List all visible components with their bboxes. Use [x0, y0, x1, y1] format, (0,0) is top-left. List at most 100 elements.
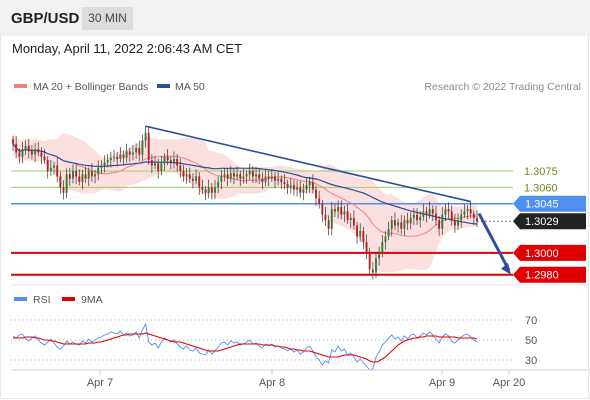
candle-body: [422, 211, 425, 217]
candle-body: [365, 241, 368, 253]
candle-body: [368, 252, 371, 270]
candle: [100, 160, 103, 174]
candle: [49, 160, 52, 176]
candle: [220, 169, 223, 189]
candle: [255, 167, 257, 184]
candle-body: [444, 209, 447, 215]
candle: [308, 176, 311, 193]
price-tag-pivot: [513, 195, 586, 212]
candle: [109, 151, 112, 168]
candlestick-layer: [12, 126, 478, 280]
candle: [179, 158, 182, 178]
candle-body: [30, 151, 33, 155]
candle: [289, 177, 292, 194]
candle-body: [119, 154, 122, 159]
candle-body: [277, 178, 280, 181]
candle: [46, 156, 49, 179]
candle-body: [472, 213, 475, 218]
candle-body: [321, 203, 324, 215]
candle: [277, 171, 280, 186]
candle-body: [191, 178, 194, 181]
candle-body: [296, 187, 299, 190]
candle: [87, 167, 90, 187]
candle-body: [75, 170, 78, 177]
candle-body: [46, 160, 49, 171]
candle: [166, 149, 169, 166]
level-label-resistance: 1.3060: [524, 182, 558, 194]
timestamp: Monday, April 11, 2022 2:06:43 AM CET: [12, 41, 243, 56]
price-tag-layer: 1.3075 1.3060 1.3045 1.3029 1.3000 1.2980: [513, 166, 586, 283]
candle: [34, 143, 37, 163]
candle-body: [362, 231, 365, 242]
timeframe-button[interactable]: 30 MIN: [82, 7, 133, 30]
candle: [280, 175, 283, 190]
candle: [40, 147, 43, 165]
candle-body: [106, 160, 109, 163]
candle: [264, 169, 267, 187]
candle-body: [229, 173, 232, 179]
candle-body: [292, 185, 295, 190]
candle-body: [59, 176, 62, 188]
candle: [346, 204, 349, 224]
candle: [90, 163, 93, 182]
candle-body: [97, 167, 100, 175]
candle: [37, 142, 40, 157]
level-label-resistance: 1.3075: [524, 166, 558, 178]
candle-body: [337, 207, 340, 212]
candle: [375, 252, 377, 278]
credit-text: Research © 2022 Trading Central: [424, 81, 581, 93]
candle: [147, 126, 150, 165]
header-bar: GBP/USD 30 MIN: [0, 0, 590, 36]
candle-body: [469, 209, 472, 214]
candle-body: [274, 176, 276, 181]
candle-body: [182, 170, 185, 177]
rsi-ma-legend-swatch: [62, 297, 75, 301]
candle-body: [157, 163, 160, 171]
candle-body: [476, 217, 478, 222]
candle-body: [84, 174, 87, 179]
candle: [21, 141, 24, 164]
candle-body: [460, 214, 463, 221]
candle: [160, 155, 163, 176]
candle: [207, 179, 210, 199]
candle: [182, 164, 185, 182]
candle-body: [403, 220, 406, 229]
candle-body: [299, 187, 302, 193]
candle-body: [289, 185, 292, 188]
candle-body: [239, 174, 242, 179]
candle: [431, 205, 434, 222]
candle-body: [390, 220, 393, 229]
candle: [419, 211, 422, 228]
candle-body: [24, 145, 27, 150]
candle: [27, 139, 30, 159]
candle-body: [245, 174, 248, 177]
candle: [53, 161, 55, 175]
candle: [12, 136, 14, 152]
candle-body: [346, 211, 349, 221]
candle: [438, 216, 441, 236]
candle-body: [305, 185, 308, 190]
candle-body: [311, 181, 314, 190]
ma50-line: [12, 143, 478, 225]
price-tag-support: [513, 244, 586, 261]
candle-body: [138, 148, 141, 155]
rsi-layer: 70 50 30: [11, 315, 537, 371]
candle-body: [21, 149, 24, 157]
candle-body: [270, 176, 273, 179]
candle: [299, 181, 302, 198]
candle: [270, 169, 273, 182]
candle-body: [49, 167, 52, 171]
candle: [296, 180, 299, 197]
rsi-legend-swatch: [14, 297, 27, 301]
candle-body: [416, 214, 418, 221]
candle: [447, 202, 450, 219]
candle-body: [463, 211, 466, 215]
ma20-line: [12, 143, 478, 237]
candle-body: [318, 198, 321, 204]
candle: [122, 150, 125, 166]
candle: [343, 205, 346, 223]
candle-body: [412, 214, 415, 218]
candle: [302, 183, 305, 201]
candle-body: [261, 178, 264, 182]
candle-body: [198, 176, 201, 188]
